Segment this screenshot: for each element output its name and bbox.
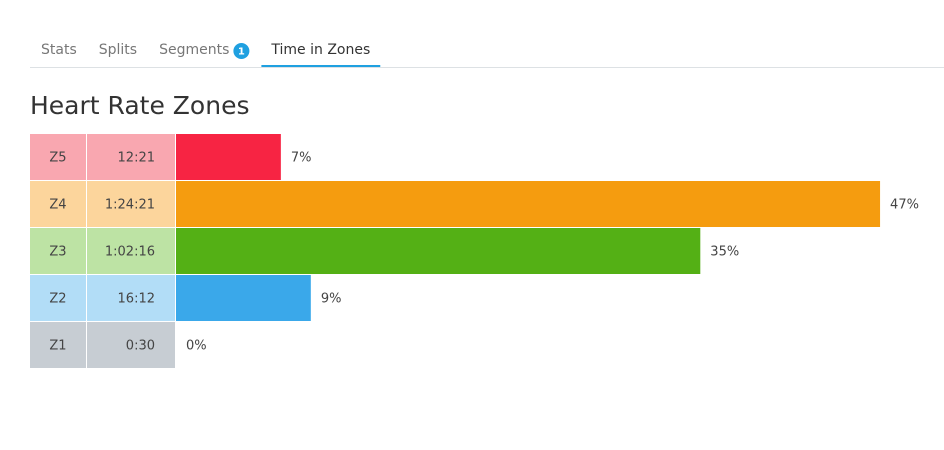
value-label: 47%: [890, 198, 919, 213]
zone-time: 16:12: [118, 292, 155, 307]
zone-time: 12:21: [118, 151, 155, 166]
zone-cell: [30, 322, 86, 368]
time-cell: [87, 322, 175, 368]
value-label: 7%: [291, 151, 312, 166]
zone-time: 1:24:21: [105, 198, 155, 213]
zone-time: 0:30: [126, 339, 155, 354]
zone-cell: [30, 275, 86, 321]
bar: [176, 181, 881, 227]
time-cell: [87, 134, 175, 180]
zone-label: Z3: [49, 245, 66, 260]
active-tab-underline: [261, 65, 381, 67]
badge: [233, 43, 250, 59]
zone-time: 1:02:16: [105, 245, 155, 260]
value-label: 0%: [186, 339, 207, 354]
zone-label: Z4: [49, 198, 66, 213]
bar: [176, 275, 311, 321]
tab[interactable]: Stats: [41, 42, 77, 58]
badge-count: 1: [238, 47, 245, 58]
zone-label: Z1: [49, 339, 66, 354]
time-cell: [87, 228, 175, 274]
tab[interactable]: Splits: [99, 42, 137, 58]
bar: [176, 134, 281, 180]
chart-title: Heart Rate Zones: [30, 91, 249, 120]
value-label: 9%: [321, 292, 342, 307]
tab[interactable]: Time in Zones: [270, 42, 370, 58]
zone-cell: [30, 134, 86, 180]
time-cell: [87, 275, 175, 321]
value-label: 35%: [710, 245, 739, 260]
zone-label: Z5: [49, 151, 66, 166]
tab[interactable]: Segments: [159, 42, 229, 58]
time-cell: [87, 181, 175, 227]
zone-cell: [30, 228, 86, 274]
bar: [176, 228, 701, 274]
zone-cell: [30, 181, 86, 227]
zone-label: Z2: [49, 292, 66, 307]
